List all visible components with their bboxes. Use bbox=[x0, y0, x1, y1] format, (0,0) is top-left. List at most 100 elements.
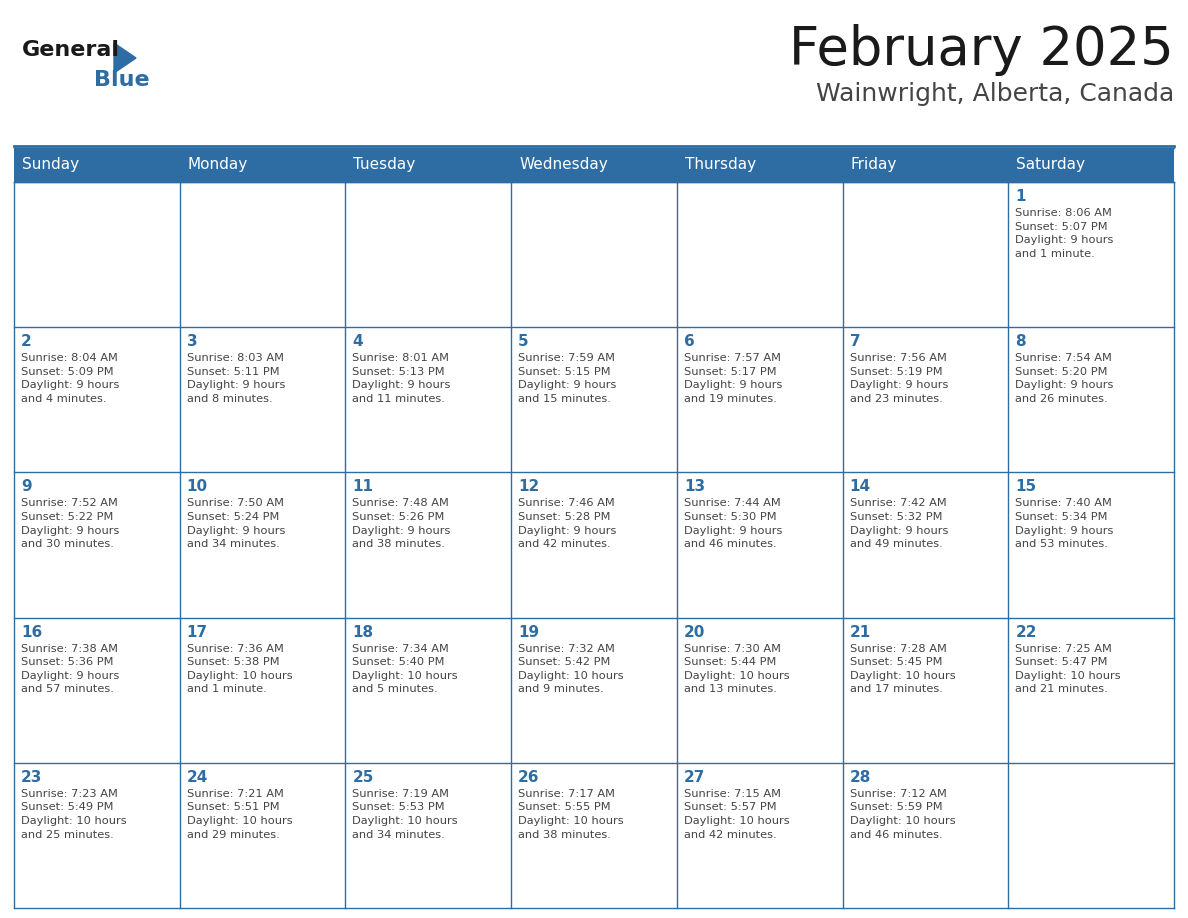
Bar bbox=[179, 763, 346, 908]
Bar bbox=[14, 182, 179, 327]
Text: Sunrise: 8:01 AM
Sunset: 5:13 PM
Daylight: 9 hours
and 11 minutes.: Sunrise: 8:01 AM Sunset: 5:13 PM Dayligh… bbox=[353, 353, 450, 404]
Text: Sunrise: 7:42 AM
Sunset: 5:32 PM
Daylight: 9 hours
and 49 minutes.: Sunrise: 7:42 AM Sunset: 5:32 PM Dayligh… bbox=[849, 498, 948, 549]
Bar bbox=[1009, 763, 1174, 908]
Text: Blue: Blue bbox=[94, 70, 150, 90]
Bar bbox=[1009, 182, 1174, 327]
Text: Sunrise: 7:23 AM
Sunset: 5:49 PM
Daylight: 10 hours
and 25 minutes.: Sunrise: 7:23 AM Sunset: 5:49 PM Dayligh… bbox=[21, 789, 127, 840]
Bar bbox=[346, 763, 511, 908]
Text: Sunrise: 7:34 AM
Sunset: 5:40 PM
Daylight: 10 hours
and 5 minutes.: Sunrise: 7:34 AM Sunset: 5:40 PM Dayligh… bbox=[353, 644, 459, 694]
Text: Sunrise: 7:36 AM
Sunset: 5:38 PM
Daylight: 10 hours
and 1 minute.: Sunrise: 7:36 AM Sunset: 5:38 PM Dayligh… bbox=[187, 644, 292, 694]
Text: 23: 23 bbox=[21, 770, 43, 785]
Text: 17: 17 bbox=[187, 624, 208, 640]
Text: 19: 19 bbox=[518, 624, 539, 640]
Text: Sunrise: 7:54 AM
Sunset: 5:20 PM
Daylight: 9 hours
and 26 minutes.: Sunrise: 7:54 AM Sunset: 5:20 PM Dayligh… bbox=[1016, 353, 1113, 404]
Text: Sunrise: 7:52 AM
Sunset: 5:22 PM
Daylight: 9 hours
and 30 minutes.: Sunrise: 7:52 AM Sunset: 5:22 PM Dayligh… bbox=[21, 498, 119, 549]
Text: Wainwright, Alberta, Canada: Wainwright, Alberta, Canada bbox=[816, 82, 1174, 106]
Text: Sunrise: 7:38 AM
Sunset: 5:36 PM
Daylight: 9 hours
and 57 minutes.: Sunrise: 7:38 AM Sunset: 5:36 PM Dayligh… bbox=[21, 644, 119, 694]
Bar bbox=[677, 182, 842, 327]
Text: 12: 12 bbox=[518, 479, 539, 495]
Bar bbox=[346, 327, 511, 473]
Text: Sunrise: 7:32 AM
Sunset: 5:42 PM
Daylight: 10 hours
and 9 minutes.: Sunrise: 7:32 AM Sunset: 5:42 PM Dayligh… bbox=[518, 644, 624, 694]
Text: Sunrise: 7:50 AM
Sunset: 5:24 PM
Daylight: 9 hours
and 34 minutes.: Sunrise: 7:50 AM Sunset: 5:24 PM Dayligh… bbox=[187, 498, 285, 549]
Text: Sunrise: 7:21 AM
Sunset: 5:51 PM
Daylight: 10 hours
and 29 minutes.: Sunrise: 7:21 AM Sunset: 5:51 PM Dayligh… bbox=[187, 789, 292, 840]
Bar bbox=[346, 618, 511, 763]
Bar bbox=[842, 327, 1009, 473]
Bar bbox=[14, 618, 179, 763]
Text: Tuesday: Tuesday bbox=[353, 158, 416, 173]
Text: Wednesday: Wednesday bbox=[519, 158, 608, 173]
Bar bbox=[179, 618, 346, 763]
Bar bbox=[179, 473, 346, 618]
Text: Sunrise: 7:15 AM
Sunset: 5:57 PM
Daylight: 10 hours
and 42 minutes.: Sunrise: 7:15 AM Sunset: 5:57 PM Dayligh… bbox=[684, 789, 790, 840]
Text: 18: 18 bbox=[353, 624, 373, 640]
Text: 10: 10 bbox=[187, 479, 208, 495]
Text: Sunrise: 7:30 AM
Sunset: 5:44 PM
Daylight: 10 hours
and 13 minutes.: Sunrise: 7:30 AM Sunset: 5:44 PM Dayligh… bbox=[684, 644, 790, 694]
Text: Saturday: Saturday bbox=[1016, 158, 1086, 173]
Text: Thursday: Thursday bbox=[684, 158, 756, 173]
Text: 24: 24 bbox=[187, 770, 208, 785]
Text: 3: 3 bbox=[187, 334, 197, 349]
Text: 6: 6 bbox=[684, 334, 695, 349]
Text: Sunrise: 7:40 AM
Sunset: 5:34 PM
Daylight: 9 hours
and 53 minutes.: Sunrise: 7:40 AM Sunset: 5:34 PM Dayligh… bbox=[1016, 498, 1113, 549]
Bar bbox=[14, 763, 179, 908]
Text: 16: 16 bbox=[21, 624, 43, 640]
Bar bbox=[1009, 473, 1174, 618]
Bar bbox=[511, 763, 677, 908]
Text: Sunrise: 7:48 AM
Sunset: 5:26 PM
Daylight: 9 hours
and 38 minutes.: Sunrise: 7:48 AM Sunset: 5:26 PM Dayligh… bbox=[353, 498, 450, 549]
Text: 22: 22 bbox=[1016, 624, 1037, 640]
Bar bbox=[14, 473, 179, 618]
Text: 11: 11 bbox=[353, 479, 373, 495]
Bar bbox=[842, 763, 1009, 908]
Text: Sunrise: 7:28 AM
Sunset: 5:45 PM
Daylight: 10 hours
and 17 minutes.: Sunrise: 7:28 AM Sunset: 5:45 PM Dayligh… bbox=[849, 644, 955, 694]
Bar bbox=[1009, 618, 1174, 763]
Bar bbox=[14, 148, 1174, 182]
Text: Sunrise: 7:12 AM
Sunset: 5:59 PM
Daylight: 10 hours
and 46 minutes.: Sunrise: 7:12 AM Sunset: 5:59 PM Dayligh… bbox=[849, 789, 955, 840]
Bar bbox=[511, 327, 677, 473]
Bar bbox=[346, 182, 511, 327]
Bar bbox=[179, 182, 346, 327]
Bar bbox=[677, 618, 842, 763]
Text: Sunrise: 7:57 AM
Sunset: 5:17 PM
Daylight: 9 hours
and 19 minutes.: Sunrise: 7:57 AM Sunset: 5:17 PM Dayligh… bbox=[684, 353, 782, 404]
Text: Friday: Friday bbox=[851, 158, 897, 173]
Text: General: General bbox=[23, 40, 120, 60]
Text: 28: 28 bbox=[849, 770, 871, 785]
Bar bbox=[677, 763, 842, 908]
Text: 27: 27 bbox=[684, 770, 706, 785]
Text: 9: 9 bbox=[21, 479, 32, 495]
Text: Sunrise: 7:59 AM
Sunset: 5:15 PM
Daylight: 9 hours
and 15 minutes.: Sunrise: 7:59 AM Sunset: 5:15 PM Dayligh… bbox=[518, 353, 617, 404]
Text: 25: 25 bbox=[353, 770, 374, 785]
Text: 1: 1 bbox=[1016, 189, 1025, 204]
Text: Sunrise: 7:44 AM
Sunset: 5:30 PM
Daylight: 9 hours
and 46 minutes.: Sunrise: 7:44 AM Sunset: 5:30 PM Dayligh… bbox=[684, 498, 782, 549]
Bar bbox=[179, 327, 346, 473]
Bar bbox=[842, 182, 1009, 327]
Text: 13: 13 bbox=[684, 479, 704, 495]
Text: February 2025: February 2025 bbox=[789, 24, 1174, 76]
Bar bbox=[14, 327, 179, 473]
Text: 8: 8 bbox=[1016, 334, 1026, 349]
Text: 21: 21 bbox=[849, 624, 871, 640]
Text: 2: 2 bbox=[21, 334, 32, 349]
Polygon shape bbox=[114, 43, 135, 73]
Text: 15: 15 bbox=[1016, 479, 1036, 495]
Text: 5: 5 bbox=[518, 334, 529, 349]
Bar bbox=[511, 618, 677, 763]
Text: 7: 7 bbox=[849, 334, 860, 349]
Text: 4: 4 bbox=[353, 334, 364, 349]
Bar bbox=[677, 473, 842, 618]
Text: Sunrise: 8:06 AM
Sunset: 5:07 PM
Daylight: 9 hours
and 1 minute.: Sunrise: 8:06 AM Sunset: 5:07 PM Dayligh… bbox=[1016, 208, 1113, 259]
Text: Sunday: Sunday bbox=[23, 158, 80, 173]
Text: Sunrise: 8:03 AM
Sunset: 5:11 PM
Daylight: 9 hours
and 8 minutes.: Sunrise: 8:03 AM Sunset: 5:11 PM Dayligh… bbox=[187, 353, 285, 404]
Bar bbox=[511, 182, 677, 327]
Text: 20: 20 bbox=[684, 624, 706, 640]
Text: 14: 14 bbox=[849, 479, 871, 495]
Bar bbox=[842, 473, 1009, 618]
Text: Sunrise: 7:56 AM
Sunset: 5:19 PM
Daylight: 9 hours
and 23 minutes.: Sunrise: 7:56 AM Sunset: 5:19 PM Dayligh… bbox=[849, 353, 948, 404]
Text: 26: 26 bbox=[518, 770, 539, 785]
Text: Sunrise: 8:04 AM
Sunset: 5:09 PM
Daylight: 9 hours
and 4 minutes.: Sunrise: 8:04 AM Sunset: 5:09 PM Dayligh… bbox=[21, 353, 119, 404]
Text: Sunrise: 7:19 AM
Sunset: 5:53 PM
Daylight: 10 hours
and 34 minutes.: Sunrise: 7:19 AM Sunset: 5:53 PM Dayligh… bbox=[353, 789, 459, 840]
Bar bbox=[511, 473, 677, 618]
Bar bbox=[346, 473, 511, 618]
Text: Sunrise: 7:46 AM
Sunset: 5:28 PM
Daylight: 9 hours
and 42 minutes.: Sunrise: 7:46 AM Sunset: 5:28 PM Dayligh… bbox=[518, 498, 617, 549]
Text: Sunrise: 7:17 AM
Sunset: 5:55 PM
Daylight: 10 hours
and 38 minutes.: Sunrise: 7:17 AM Sunset: 5:55 PM Dayligh… bbox=[518, 789, 624, 840]
Text: Sunrise: 7:25 AM
Sunset: 5:47 PM
Daylight: 10 hours
and 21 minutes.: Sunrise: 7:25 AM Sunset: 5:47 PM Dayligh… bbox=[1016, 644, 1121, 694]
